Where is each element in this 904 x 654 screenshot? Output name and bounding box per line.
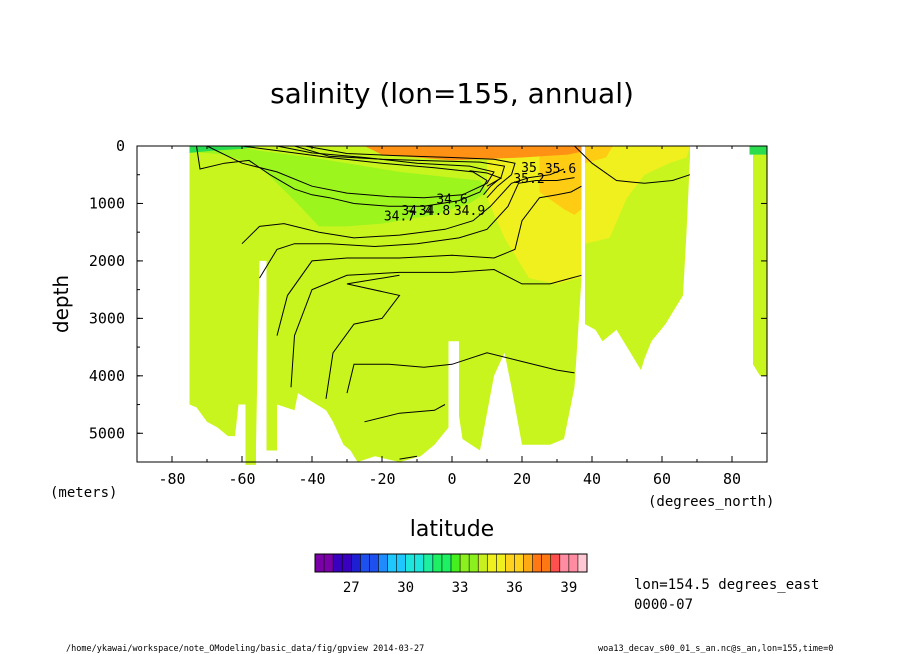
colorbar-segment [559, 554, 570, 572]
colorbar-segment [405, 554, 416, 572]
colorbar-segment [324, 554, 334, 572]
contour-line-13 [469, 170, 503, 187]
contour-label-2: 35 [521, 161, 537, 176]
warm-salty-north [585, 146, 613, 164]
colorbar-segment [333, 554, 343, 572]
y-tick-label: 4000 [89, 367, 125, 385]
colorbar-segment [396, 554, 406, 572]
colorbar-segment [378, 554, 388, 572]
colorbar-segment [469, 554, 479, 572]
y-tick-label: 0 [116, 137, 125, 155]
colorbar-segment [568, 554, 579, 572]
y-axis-title: depth [49, 275, 73, 333]
contour-line-7 [276, 185, 582, 336]
y-tick-label: 2000 [89, 252, 125, 270]
colorbar-segment [387, 554, 397, 572]
contour-label-3: 35.2 [513, 172, 544, 187]
x-axis-unit: (degrees_north) [648, 494, 774, 510]
info-time: 0000-07 [634, 597, 693, 613]
colorbar-segment [315, 554, 325, 572]
colorbar-segment [577, 554, 588, 572]
contour-label-4: 34.6 [436, 192, 467, 207]
colorbar-segment [478, 554, 488, 572]
contour-label-5: 34.7 [384, 210, 415, 225]
colorbar-segment [550, 554, 561, 572]
colorbar-segment [360, 554, 370, 572]
colorbar-segment [487, 554, 497, 572]
chart-title: salinity (lon=155, annual) [270, 77, 634, 110]
contour-line-11 [364, 404, 446, 423]
colorbar-tick-label: 36 [506, 580, 523, 596]
y-axis: 0 1000 2000 3000 4000 5000 [89, 137, 767, 463]
colorbar-frame [314, 553, 588, 573]
x-tick-label: -60 [228, 470, 255, 488]
colorbar-segment [451, 554, 461, 572]
contour-line-14 [399, 455, 418, 460]
x-tick-label: -80 [158, 470, 185, 488]
arctic-surface-water [749, 146, 767, 155]
contour-line-4 [304, 145, 516, 199]
salinity-field [189, 146, 767, 465]
colorbar-segment [541, 554, 552, 572]
contour-line-5 [241, 168, 565, 245]
footer-path: /home/ykawai/workspace/note_OModeling/ba… [66, 644, 424, 654]
x-axis: -80 -60 -40 -20 0 20 40 60 80 [136, 146, 768, 488]
colorbar-segment [505, 554, 515, 572]
warm-salty-core [539, 146, 582, 215]
contour-lines [196, 145, 691, 460]
colorbar: 27 30 33 36 39 [314, 553, 588, 596]
deep-water-region [189, 146, 582, 465]
colorbar-segment [351, 554, 361, 572]
colorbar-segment [532, 554, 542, 572]
contour-line-8 [290, 268, 582, 388]
contour-label-6: 34.4 [401, 204, 432, 219]
colorbar-segment [423, 554, 434, 572]
y-tick-label: 3000 [89, 309, 125, 327]
y-axis-unit: (meters) [50, 485, 117, 501]
x-tick-label: 40 [583, 470, 601, 488]
y-tick-label: 1000 [89, 194, 125, 212]
x-axis-title: latitude [410, 517, 494, 542]
x-tick-label: -40 [298, 470, 325, 488]
colorbar-segment [496, 554, 506, 572]
colorbar-tick-label: 33 [452, 580, 469, 596]
contour-line-6 [259, 177, 575, 279]
colorbar-segment [369, 554, 379, 572]
contour-label-8: 34.8 [419, 204, 450, 219]
x-tick-label: 20 [513, 470, 531, 488]
contour-line-3 [294, 145, 506, 196]
info-longitude: lon=154.5 degrees_east [634, 577, 819, 593]
north-upper-region [585, 146, 690, 244]
colorbar-segment [460, 554, 470, 572]
colorbar-segment [523, 554, 533, 572]
contour-line-9 [325, 274, 401, 399]
colorbar-tick-label: 39 [560, 580, 577, 596]
colorbar-tick-label: 30 [397, 580, 414, 596]
contour-label-1: 35.6 [545, 162, 576, 177]
colorbar-segment [342, 554, 352, 572]
colorbar-segment [414, 554, 425, 572]
contour-label-7: 34.9 [454, 204, 485, 219]
x-tick-label: 80 [723, 470, 741, 488]
x-tick-label: -20 [368, 470, 395, 488]
colorbar-segment [432, 554, 443, 572]
contour-line-10 [346, 352, 575, 394]
x-tick-label: 0 [447, 470, 456, 488]
colorbar-tick-label: 27 [343, 580, 360, 596]
contour-line-1 [196, 145, 488, 207]
colorbar-segment [441, 554, 452, 572]
y-tick-label: 5000 [89, 424, 125, 442]
x-tick-label: 60 [653, 470, 671, 488]
contour-line-12 [574, 145, 691, 184]
colorbar-segment [514, 554, 524, 572]
footer-source: woa13_decav_s00_01_s_an.nc@s_an,lon=155,… [598, 644, 833, 654]
